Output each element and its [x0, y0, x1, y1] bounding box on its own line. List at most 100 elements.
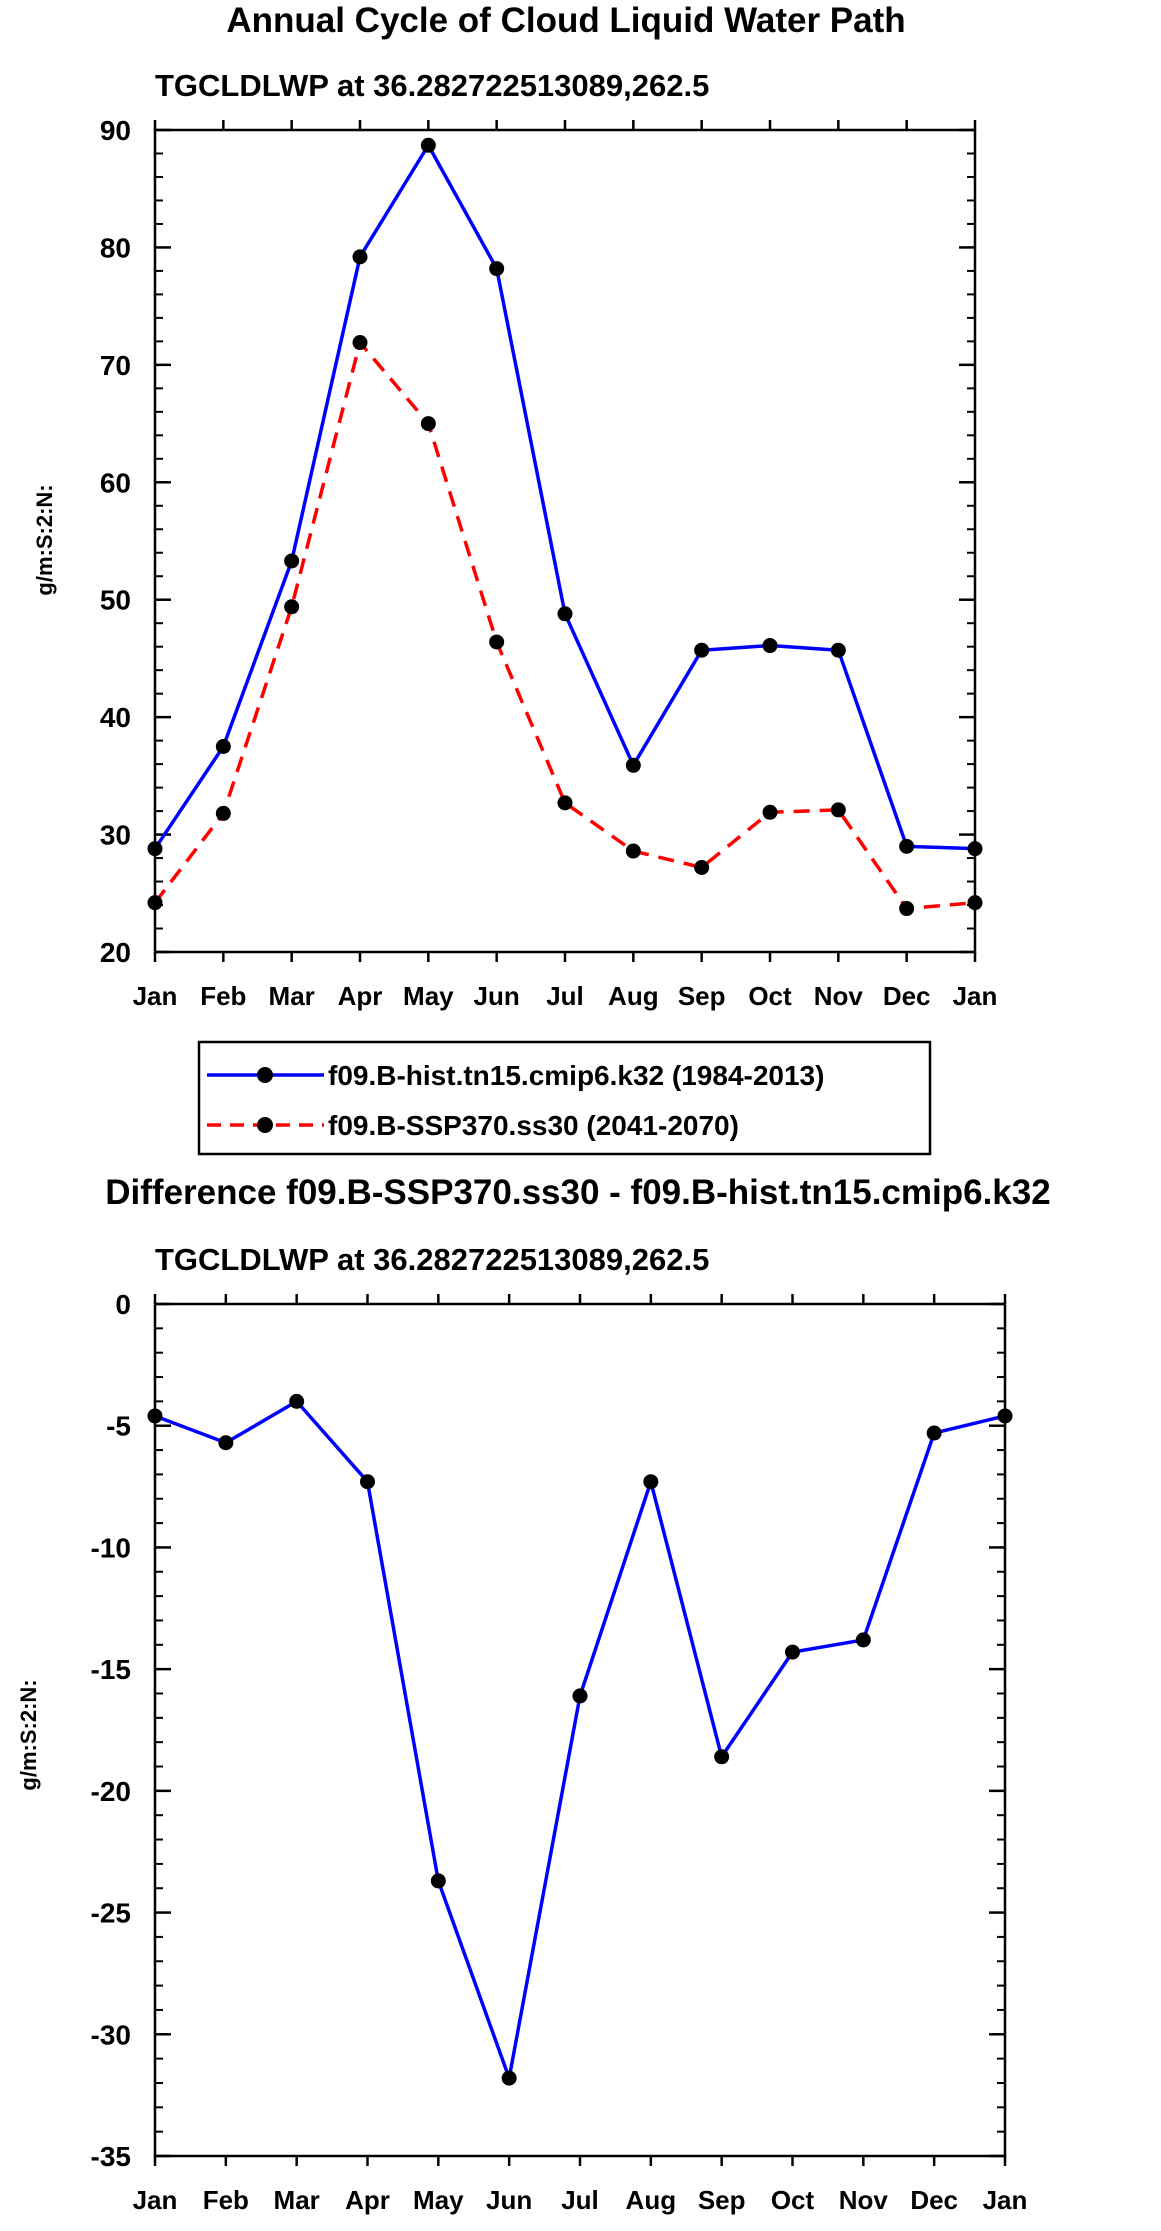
- chart1-subtitle: TGCLDLWP at 36.282722513089,262.5: [155, 68, 709, 103]
- chart1-xtick-label: Sep: [678, 981, 726, 1011]
- chart1-data-point: [899, 838, 915, 854]
- chart1-ytick-label: 90: [100, 115, 131, 146]
- chart2-ylabel: g/m:S:2:N:: [16, 1679, 41, 1790]
- chart1-data-point: [899, 901, 915, 917]
- chart1-data-point: [762, 638, 778, 654]
- chart2-data-point: [501, 2070, 517, 2086]
- chart2-ytick-label: -30: [91, 2019, 131, 2050]
- chart1-data-point: [830, 642, 846, 658]
- chart1-data-point: [420, 137, 436, 153]
- chart1-data-point: [215, 739, 231, 754]
- chart2-plot-area: -35 -30 -25 -20 -15 -10 -5 0 Jan Feb Mar Apr May Jun J…: [91, 1289, 1028, 2215]
- chart2-ytick-label: 0: [115, 1289, 131, 1320]
- chart1-data-point: [694, 642, 710, 658]
- chart1-data-point: [489, 261, 505, 277]
- chart1-data-point: [557, 795, 573, 811]
- chart1-data-point: [147, 841, 163, 857]
- chart2-data-point: [289, 1393, 305, 1409]
- chart2-data-point: [714, 1749, 730, 1765]
- chart1-series-line-0: [153, 143, 976, 851]
- chart2-xtick-label: Jan: [983, 2185, 1028, 2215]
- chart1-ytick-label: 20: [100, 937, 131, 968]
- chart2-xtick-label: Apr: [345, 2185, 390, 2215]
- chart1-data-point: [557, 606, 573, 622]
- chart2-xtick-label: Sep: [698, 2185, 746, 2215]
- chart1-ylabel: g/m:S:2:N:: [32, 484, 57, 595]
- chart2-xtick-label: Jan: [133, 2185, 178, 2215]
- legend-label-hist: f09.B-hist.tn15.cmip6.k32 (1984-2013): [328, 1060, 824, 1091]
- chart2-data-point: [785, 1644, 800, 1660]
- chart1-plot-area: 20 30 40 50 60 70 80 90 Jan Feb Mar Apr May Jun Jul Aug…: [100, 115, 998, 1011]
- legend-entry: f09.B-hist.tn15.cmip6.k32 (1984-2013): [207, 1060, 824, 1091]
- chart2-ytick-label: -15: [91, 1654, 131, 1685]
- legend-entry: f09.B-SSP370.ss30 (2041-2070): [207, 1110, 739, 1141]
- chart2-data-point: [430, 1873, 446, 1889]
- chart1-xtick-label: May: [403, 981, 454, 1011]
- chart1-xtick-label: Jul: [546, 981, 584, 1011]
- chart2-xtick-label: Nov: [839, 2185, 889, 2215]
- chart1-data-point: [284, 553, 300, 569]
- chart1-ytick-label: 70: [100, 350, 131, 381]
- chart1-data-point: [147, 895, 163, 911]
- chart1-ytick-label: 40: [100, 702, 131, 733]
- chart2-frame: [153, 1302, 1007, 2158]
- chart1-xtick-label: Apr: [338, 981, 383, 1011]
- chart2-data-point: [360, 1474, 375, 1490]
- chart1-xtick-label: Mar: [269, 981, 315, 1011]
- chart1-data-point: [967, 895, 983, 911]
- chart1-data-point: [420, 416, 436, 432]
- chart1-data-point: [967, 841, 983, 857]
- chart1-series-line-1: [153, 340, 976, 911]
- chart2-data-point: [997, 1408, 1013, 1424]
- chart1-xtick-label: Aug: [608, 981, 659, 1011]
- chart1-xtick-label: Jan: [133, 981, 178, 1011]
- chart1-xtick-label: Nov: [814, 981, 864, 1011]
- chart2-xtick-label: Mar: [274, 2185, 320, 2215]
- chart1-data-point: [352, 249, 368, 265]
- chart2-xtick-label: Oct: [771, 2185, 815, 2215]
- chart1-data-point: [830, 802, 846, 818]
- chart1-ytick-label: 60: [100, 467, 131, 498]
- legend-marker-hist: [257, 1067, 273, 1083]
- chart1-ytick-label: 50: [100, 585, 131, 616]
- chart2-ytick-label: -35: [91, 2141, 131, 2172]
- chart2-xtick-label: Jun: [486, 2185, 532, 2215]
- chart1-xtick-label: Feb: [200, 981, 246, 1011]
- chart1-xtick-label: Jun: [474, 981, 520, 1011]
- chart2-data-point: [572, 1688, 588, 1704]
- chart2-data-point: [855, 1632, 871, 1648]
- chart1-data-point: [625, 843, 641, 859]
- chart2-data-point: [147, 1408, 163, 1424]
- chart2-title: Difference f09.B-SSP370.ss30 - f09.B-his…: [105, 1173, 1050, 1212]
- chart2-series-line-0: [154, 1399, 1006, 2080]
- chart1-title: Annual Cycle of Cloud Liquid Water Path: [226, 1, 905, 40]
- chart2-ytick-label: -25: [91, 1898, 131, 1929]
- chart1-data-point: [284, 599, 300, 615]
- chart1-xtick-label: Jan: [953, 981, 998, 1011]
- chart1-xtick-label: Oct: [748, 981, 792, 1011]
- chart1-data-point: [625, 757, 641, 773]
- chart2-ytick-label: -5: [106, 1411, 131, 1442]
- chart2-xtick-label: Aug: [626, 2185, 677, 2215]
- chart2-xtick-label: May: [413, 2185, 464, 2215]
- chart2-xtick-label: Feb: [203, 2185, 249, 2215]
- chart1-data-point: [694, 859, 710, 875]
- chart2-ytick-label: -20: [91, 1776, 131, 1807]
- chart2-xtick-label: Jul: [561, 2185, 599, 2215]
- chart1-xtick-label: Dec: [883, 981, 931, 1011]
- chart2-data-point: [218, 1435, 234, 1451]
- legend: f09.B-hist.tn15.cmip6.k32 (1984-2013) f0…: [197, 1040, 932, 1156]
- chart1-data-point: [489, 634, 505, 650]
- chart1-data-point: [215, 805, 231, 821]
- legend-box: [197, 1040, 932, 1156]
- legend-marker-ssp: [257, 1117, 273, 1133]
- chart1-ytick-label: 30: [100, 820, 131, 851]
- chart1-data-point: [352, 335, 368, 351]
- chart2-ytick-label: -10: [91, 1532, 131, 1563]
- chart2-data-point: [643, 1474, 659, 1490]
- chart2-data-point: [926, 1425, 942, 1441]
- chart2-subtitle: TGCLDLWP at 36.282722513089,262.5: [155, 1242, 709, 1277]
- chart1-data-point: [762, 804, 778, 820]
- chart1-ytick-label: 80: [100, 232, 131, 263]
